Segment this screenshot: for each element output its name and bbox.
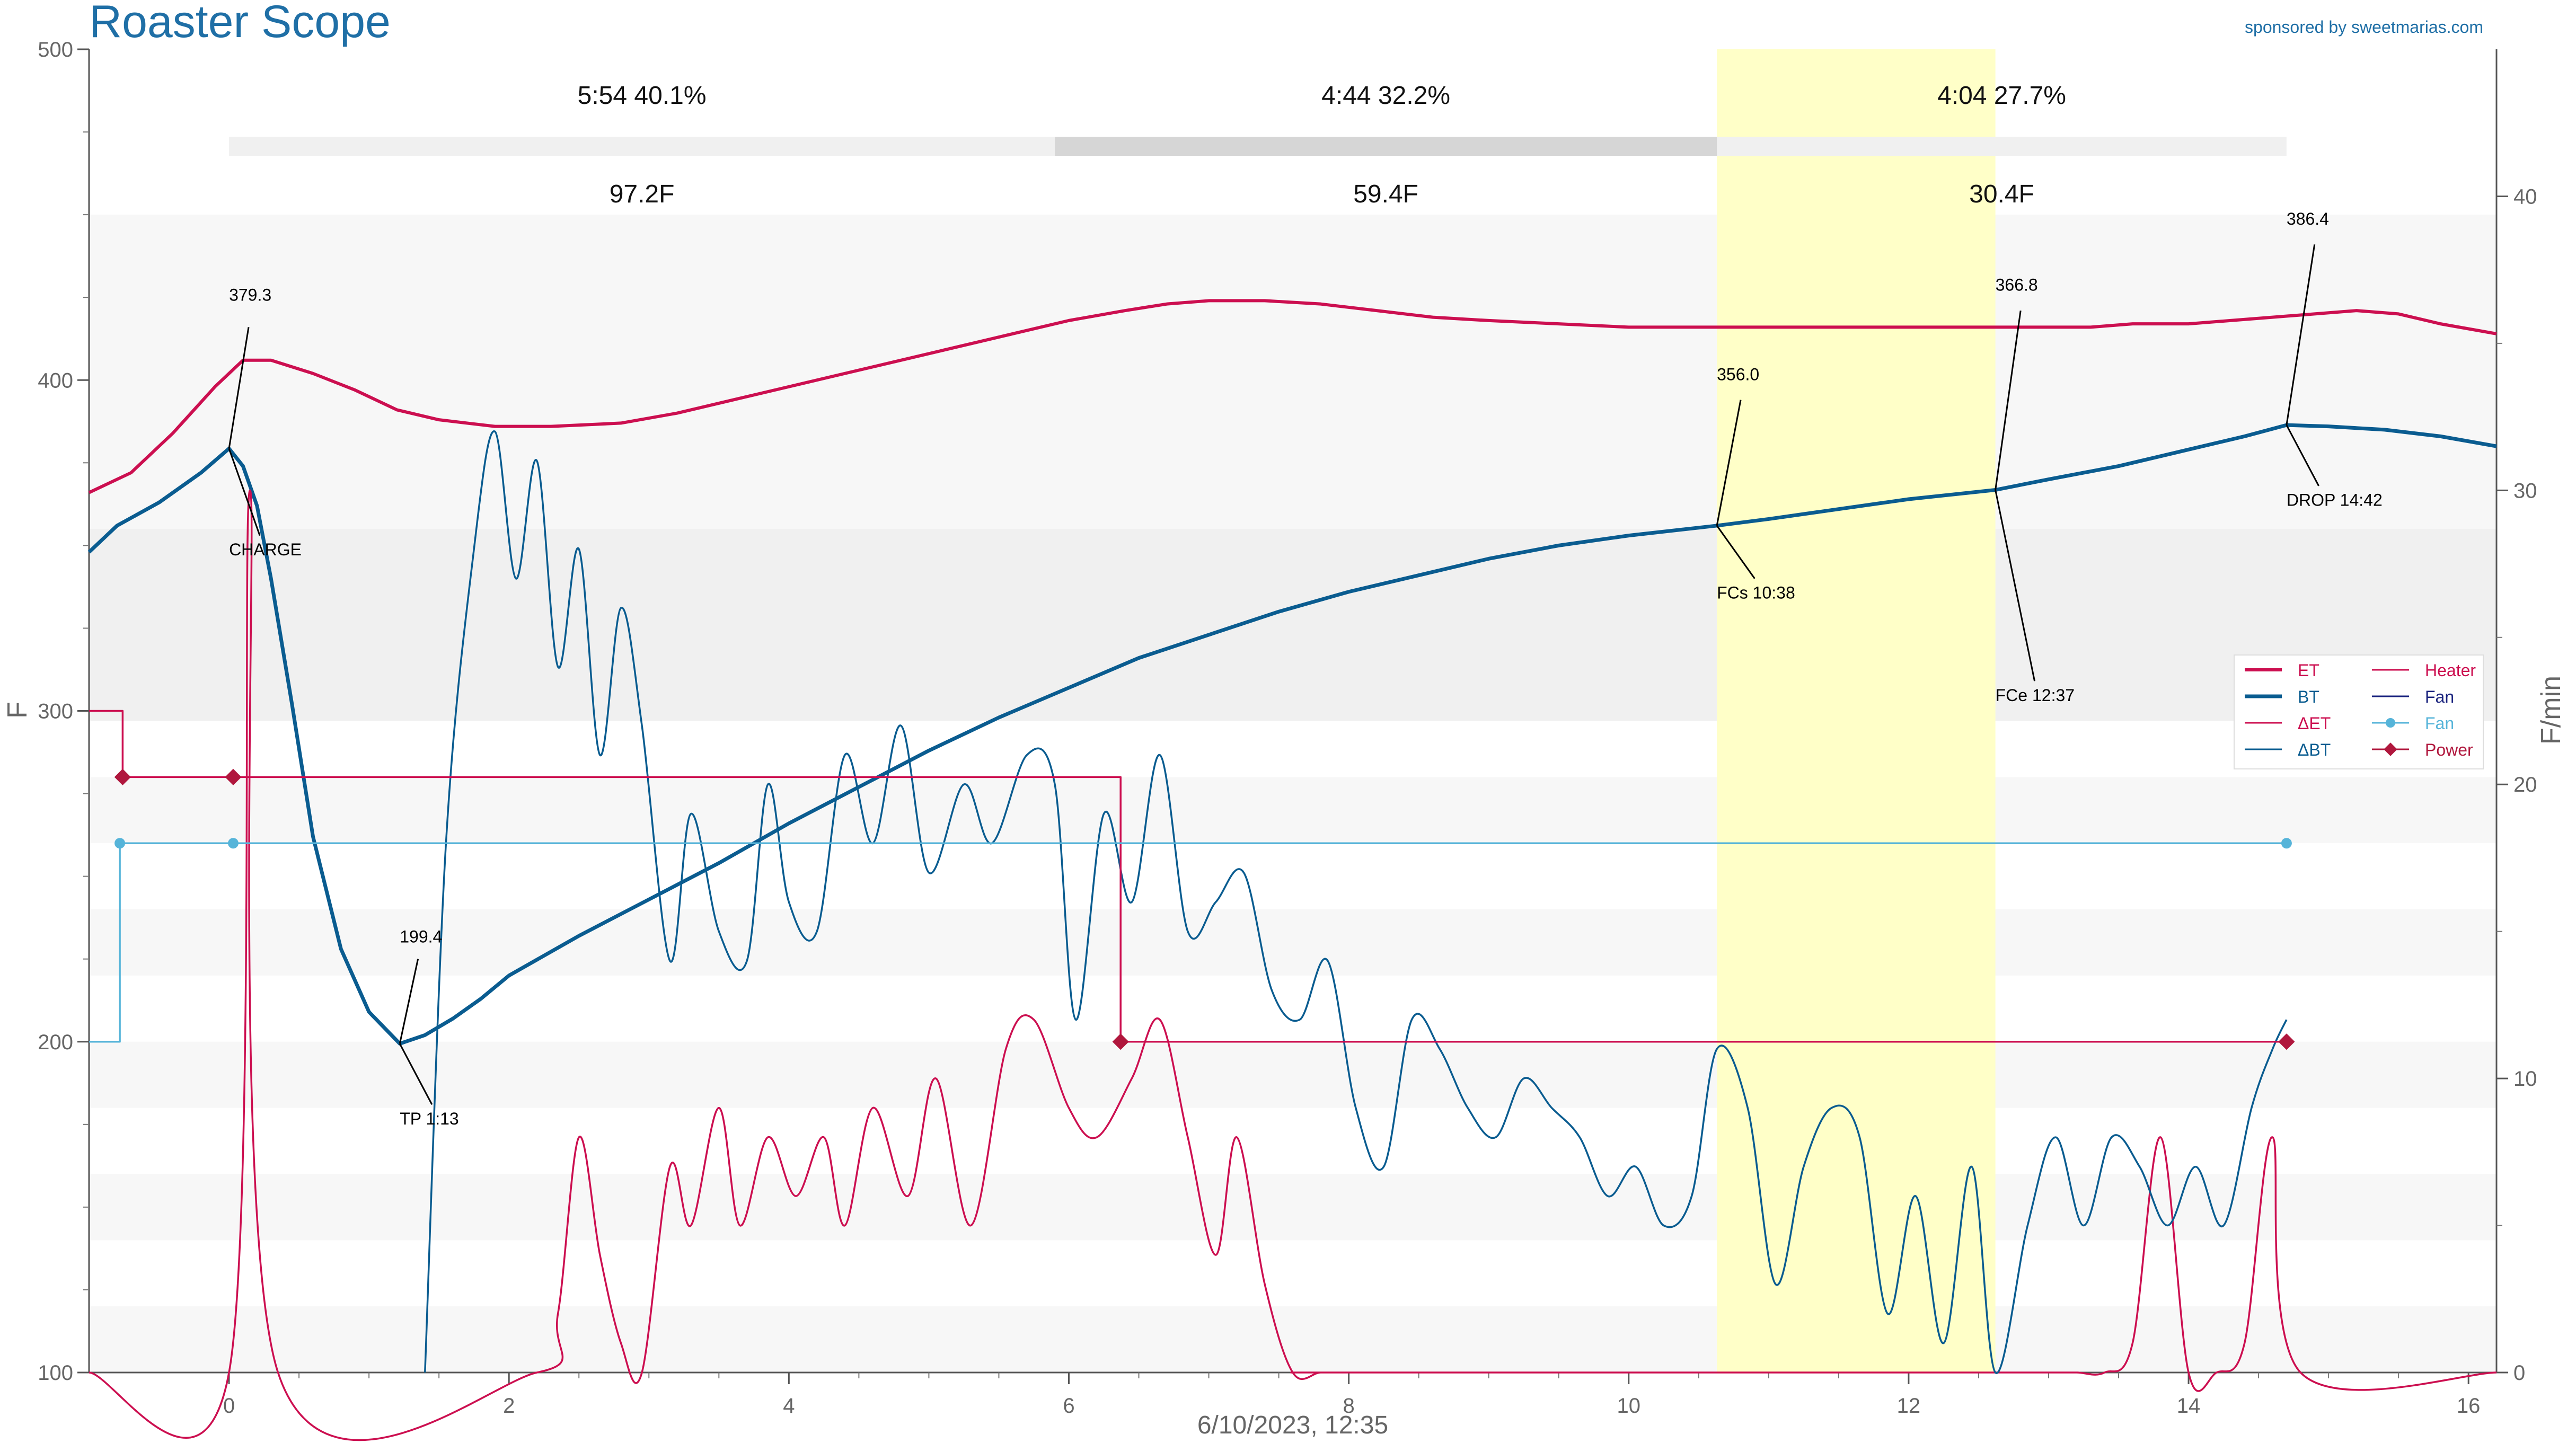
- development-highlight-rect: [1717, 49, 1996, 1373]
- event-label: FCs 10:38: [1717, 583, 1795, 602]
- y-tick-label: 300: [38, 700, 73, 723]
- event-label-leader: [1716, 525, 1755, 579]
- series-heater: [89, 710, 2287, 1043]
- y-tick-label: 200: [38, 1031, 73, 1054]
- series-delta-et: [89, 489, 2497, 1441]
- power-point: [225, 768, 242, 785]
- x-tick-label: 16: [2457, 1394, 2481, 1418]
- phase-bar-maillard: [1055, 137, 1717, 156]
- x-tick-label: 12: [1897, 1394, 1921, 1418]
- background-band: [89, 777, 2496, 844]
- event-label-leader: [1995, 490, 2036, 681]
- phase-development-summary: 4:04 27.7%: [1937, 82, 2066, 110]
- legend-label: Heater: [2425, 661, 2476, 680]
- fan-point: [114, 838, 126, 849]
- power-point: [1112, 1033, 1129, 1050]
- y2-tick-label: 10: [2513, 1067, 2537, 1091]
- legend-label: Fan: [2425, 687, 2454, 706]
- legend: ET BT ΔET ΔBT Heater Fan Fan Power: [2234, 654, 2484, 769]
- y2-tick-label: 0: [2513, 1361, 2525, 1385]
- event-label-leader: [2286, 424, 2319, 486]
- phase-development-delta: 30.4F: [1969, 180, 2034, 208]
- x-tick-label: 6: [1063, 1394, 1074, 1418]
- background-bands: [89, 49, 2496, 1373]
- background-band: [89, 1041, 2496, 1108]
- x-tick-label: 8: [1343, 1394, 1355, 1418]
- event-value-leader: [228, 327, 250, 449]
- background-band: [89, 909, 2496, 976]
- fan-point: [227, 838, 239, 849]
- legend-label: Fan: [2425, 714, 2454, 733]
- phase-maillard-summary: 4:44 32.2%: [1321, 82, 1450, 110]
- y-tick-label: 100: [38, 1361, 73, 1385]
- fan-point: [2281, 838, 2292, 849]
- event-label: DROP 14:42: [2287, 490, 2383, 509]
- event-label: CHARGE: [229, 540, 302, 559]
- event-value-leader: [1716, 400, 1742, 526]
- background-band: [89, 1306, 2496, 1373]
- x-tick-label: 2: [503, 1394, 515, 1418]
- event-label-leader: [399, 1043, 433, 1105]
- y-tick-label: 400: [38, 369, 73, 392]
- event-value-label: 379.3: [229, 285, 271, 304]
- sponsor-link[interactable]: sponsored by sweetmarias.com: [2245, 17, 2483, 37]
- y2-tick-label: 20: [2513, 773, 2537, 796]
- y2-axis-label: F/min: [2536, 676, 2566, 745]
- phase-dry-delta: 97.2F: [610, 180, 675, 208]
- y-tick-label: 500: [38, 38, 73, 61]
- page-title: Roaster Scope: [89, 0, 391, 47]
- series-delta-bt: [424, 430, 2288, 1374]
- event-value-label: 356.0: [1717, 365, 1759, 384]
- legend-label: ΔET: [2298, 714, 2331, 733]
- y2-tick-label: 30: [2513, 479, 2537, 502]
- x-tick-label: 14: [2177, 1394, 2201, 1418]
- event-value-label: 199.4: [400, 927, 442, 946]
- legend-marker: [2386, 718, 2395, 728]
- background-band: [89, 215, 2496, 529]
- phase-dry-summary: 5:54 40.1%: [578, 82, 707, 110]
- background-band: [89, 529, 2496, 721]
- phase-maillard-delta: 59.4F: [1353, 180, 1418, 208]
- phase-summary: 5:54 40.1% 4:44 32.2% 4:04 27.7% 97.2F 5…: [229, 82, 2287, 208]
- event-value-label: 386.4: [2287, 209, 2329, 228]
- series-fan: [89, 842, 2287, 1043]
- legend-label: BT: [2298, 687, 2319, 706]
- x-tick-label: 10: [1617, 1394, 1641, 1418]
- event-label-leader: [228, 448, 261, 536]
- background-band: [89, 1174, 2496, 1241]
- legend-marker: [2384, 742, 2397, 756]
- legend-label: Power: [2425, 740, 2473, 759]
- event-label: TP 1:13: [400, 1109, 458, 1128]
- event-label: FCe 12:37: [1996, 686, 2075, 705]
- x-tick-label: 0: [223, 1394, 235, 1418]
- series-lines: [87, 299, 2497, 1441]
- legend-label: ET: [2298, 661, 2319, 680]
- y-axis-label: F: [2, 702, 33, 719]
- event-value-leader: [1995, 310, 2022, 490]
- x-tick-label: 4: [783, 1394, 795, 1418]
- y2-tick-label: 40: [2513, 185, 2537, 208]
- event-value-leader: [399, 959, 419, 1044]
- legend-label: ΔBT: [2298, 740, 2331, 759]
- series-bt: [87, 423, 2497, 1046]
- x-axis-label: 6/10/2023, 12:35: [1197, 1411, 1388, 1439]
- event-value-label: 366.8: [1996, 276, 2038, 295]
- event-value-leader: [2286, 244, 2316, 426]
- development-highlight: [1717, 49, 1996, 1373]
- series-et: [88, 299, 2497, 494]
- event-annotations: 379.3 CHARGE 199.4 TP 1:13 356.0 FCs 10:38 366…: [228, 209, 2383, 1128]
